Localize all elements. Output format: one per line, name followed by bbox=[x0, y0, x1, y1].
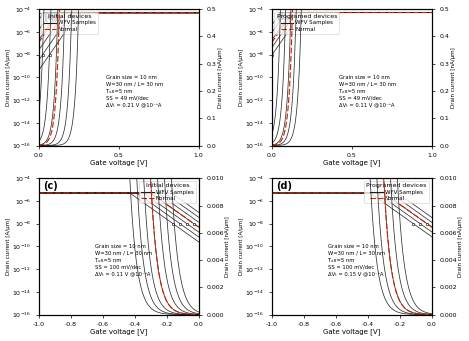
Text: (b): (b) bbox=[276, 12, 293, 22]
X-axis label: Gate voltage [V]: Gate voltage [V] bbox=[323, 160, 380, 166]
Y-axis label: Drain current [A/μm]: Drain current [A/μm] bbox=[239, 218, 244, 275]
Text: Grain size = 10 nm
W=30 nm / L= 30 nm
Tₒx=5 nm
SS = 100 mV/dec
ΔVₜ = 0.11 V @10⁻: Grain size = 10 nm W=30 nm / L= 30 nm Tₒ… bbox=[95, 244, 152, 277]
Y-axis label: Drain current [A/μm]: Drain current [A/μm] bbox=[6, 218, 11, 275]
Y-axis label: Drain current [nA/μm]: Drain current [nA/μm] bbox=[225, 216, 230, 277]
Y-axis label: Drain current [nA/μm]: Drain current [nA/μm] bbox=[458, 216, 463, 277]
X-axis label: Gate voltage [V]: Gate voltage [V] bbox=[90, 160, 147, 166]
Y-axis label: Drain current [nA/μm]: Drain current [nA/μm] bbox=[218, 47, 223, 108]
X-axis label: Gate voltage [V]: Gate voltage [V] bbox=[323, 329, 380, 336]
Text: Grain size = 10 nm
W=30 nm / L= 30 nm
Tₒx=5 nm
SS = 100 mV/dec
ΔVₜ = 0.15 V @10⁻: Grain size = 10 nm W=30 nm / L= 30 nm Tₒ… bbox=[328, 244, 385, 277]
Legend: WFV Samples, Normal: WFV Samples, Normal bbox=[139, 181, 196, 203]
Legend: WFV Samples, Normal: WFV Samples, Normal bbox=[41, 12, 98, 34]
Y-axis label: Drain current [A/μm]: Drain current [A/μm] bbox=[6, 49, 11, 106]
Legend: WFV Samples, Normal: WFV Samples, Normal bbox=[274, 12, 339, 34]
Y-axis label: Drain current [nA/μm]: Drain current [nA/μm] bbox=[451, 47, 456, 108]
Y-axis label: Drain current [A/μm]: Drain current [A/μm] bbox=[239, 49, 244, 106]
Text: (a): (a) bbox=[43, 12, 59, 22]
X-axis label: Gate voltage [V]: Gate voltage [V] bbox=[90, 329, 147, 336]
Text: Grain size = 10 nm
W=30 nm / L= 30 nm
Tₒx=5 nm
SS = 49 mV/dec
ΔVₜ = 0.11 V @10⁻⁸: Grain size = 10 nm W=30 nm / L= 30 nm Tₒ… bbox=[339, 75, 396, 108]
Text: (d): (d) bbox=[276, 181, 293, 191]
Text: Grain size = 10 nm
W=30 nm / L= 30 nm
Tₒx=5 nm
SS = 49 mV/dec
ΔVₜ = 0.21 V @10⁻⁸: Grain size = 10 nm W=30 nm / L= 30 nm Tₒ… bbox=[106, 75, 163, 108]
Legend: WFV Samples, Normal: WFV Samples, Normal bbox=[364, 181, 429, 203]
Text: (c): (c) bbox=[43, 181, 58, 191]
